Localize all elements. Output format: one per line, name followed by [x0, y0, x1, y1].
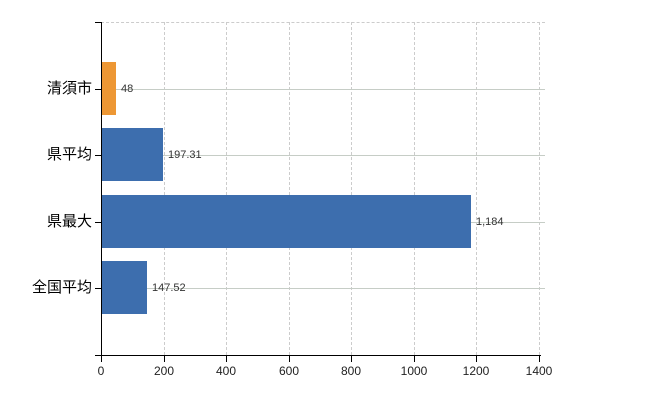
x-axis-tick: [476, 356, 477, 362]
x-tick-label: 600: [278, 364, 300, 378]
y-axis-line: [101, 22, 102, 356]
x-tick-label: 400: [215, 364, 237, 378]
y-axis-tick: [95, 22, 101, 23]
bar: [102, 128, 163, 181]
v-gridline: [476, 22, 477, 355]
plot-top-border: [101, 22, 545, 23]
x-axis-tick: [101, 356, 102, 362]
bar-value-label: 1,184: [476, 216, 504, 228]
x-axis-tick: [289, 356, 290, 362]
y-axis-tick: [95, 89, 101, 90]
h-gridline: [101, 155, 545, 156]
y-axis-tick: [95, 288, 101, 289]
v-gridline: [226, 22, 227, 355]
x-tick-label: 200: [153, 364, 175, 378]
v-gridline: [351, 22, 352, 355]
y-axis-tick: [95, 155, 101, 156]
x-axis-tick: [539, 356, 540, 362]
y-axis-tick: [95, 222, 101, 223]
bar-value-label: 48: [121, 83, 134, 95]
category-label: 県最大: [46, 213, 92, 230]
category-label: 清須市: [46, 80, 92, 97]
x-tick-label: 1200: [462, 364, 490, 378]
x-tick-label: 1000: [400, 364, 428, 378]
v-gridline: [289, 22, 290, 355]
v-gridline: [539, 22, 540, 355]
bar-value-label: 197.31: [168, 149, 202, 161]
bar-value-label: 147.52: [152, 282, 186, 294]
category-label: 県平均: [46, 146, 92, 163]
bar: [102, 195, 471, 248]
v-gridline: [414, 22, 415, 355]
bar: [102, 261, 147, 314]
x-axis-tick: [226, 356, 227, 362]
x-axis-tick: [414, 356, 415, 362]
h-gridline: [101, 288, 545, 289]
x-tick-label: 0: [97, 364, 105, 378]
x-axis-line: [95, 355, 541, 356]
x-axis-tick: [164, 356, 165, 362]
x-tick-label: 800: [340, 364, 362, 378]
category-label: 全国平均: [31, 279, 92, 296]
x-tick-label: 1400: [525, 364, 553, 378]
v-gridline: [164, 22, 165, 355]
bar: [102, 62, 116, 115]
x-axis-tick: [351, 356, 352, 362]
h-gridline: [101, 89, 545, 90]
